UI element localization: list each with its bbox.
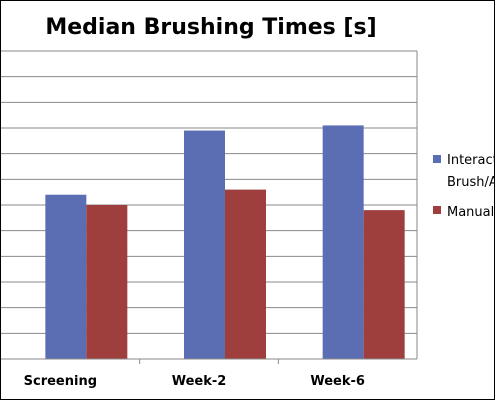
x-tick-label: Week-2 — [172, 374, 227, 389]
legend-label: Manual — [447, 205, 494, 220]
bars — [45, 125, 405, 359]
legend-label: Brush/A — [447, 175, 495, 190]
x-tick-label: Screening — [24, 374, 97, 389]
bar — [225, 189, 266, 359]
legend-label: Interact — [447, 153, 495, 168]
bar — [86, 205, 128, 359]
bar — [322, 125, 364, 359]
axes — [1, 51, 418, 364]
chart-title: Median Brushing Times [s] — [45, 15, 376, 40]
legend-swatch — [433, 206, 441, 214]
x-tick-labels: Screening Week-2 Week-6 — [24, 374, 365, 389]
bar — [45, 194, 87, 359]
bar — [363, 210, 405, 359]
x-tick-label: Week-6 — [310, 374, 365, 389]
legend: Interact Brush/A Manual — [433, 153, 495, 220]
legend-swatch — [433, 155, 441, 163]
bar — [184, 130, 225, 359]
